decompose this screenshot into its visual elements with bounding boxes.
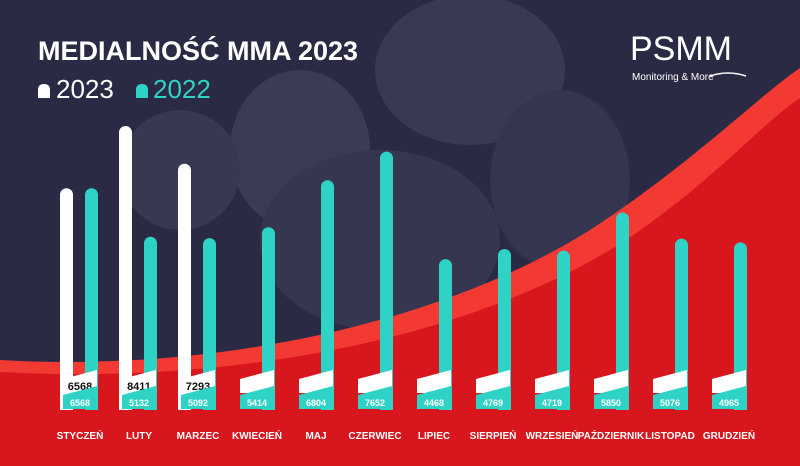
- tag-2022-10-value: 5076: [660, 398, 680, 408]
- tag-2022-2: 5092: [181, 386, 215, 409]
- tag-2022-8-value: 4719: [542, 398, 562, 408]
- tag-2022-7: 4769: [476, 386, 510, 409]
- logo-subtitle: Monitoring & More: [632, 72, 714, 83]
- tag-2022-10-shape: [653, 386, 687, 409]
- tag-2022-4-shape: [299, 386, 333, 409]
- tag-2023-2-shape: [181, 370, 215, 393]
- tag-2023-5: [358, 370, 392, 393]
- bar-2023-0: [60, 188, 73, 410]
- month-label-6: LIPIEC: [418, 431, 450, 442]
- tag-2023-3: [240, 370, 274, 393]
- tag-2023-8-shape: [535, 370, 569, 393]
- bar-2022-2: [203, 238, 216, 410]
- month-label-7: SIERPIEŃ: [470, 429, 517, 442]
- tag-2022-11: 4965: [712, 386, 746, 409]
- tag-2022-9-shape: [594, 386, 628, 409]
- tag-2022-0-value: 6568: [70, 398, 90, 408]
- tag-2022-2-value: 5092: [188, 398, 208, 408]
- tag-2022-5: 7652: [358, 386, 392, 409]
- bar-2022-10: [675, 238, 688, 410]
- tag-2023-9: [594, 370, 628, 393]
- tag-2023-4-shape: [299, 370, 333, 393]
- tag-2022-3-value: 5414: [247, 398, 267, 408]
- bar-2022-4: [321, 180, 334, 410]
- tag-2023-7-shape: [476, 370, 510, 393]
- tag-2022-3: 5414: [240, 386, 274, 409]
- bar-2023-1: [119, 126, 132, 411]
- tag-2023-3-shape: [240, 370, 274, 393]
- tag-2023-10: [653, 370, 687, 393]
- tag-2022-0: 6568: [63, 386, 97, 409]
- tag-2022-6-value: 4468: [424, 398, 444, 408]
- tag-2022-6-shape: [417, 386, 451, 409]
- chart-title: MEDIALNOŚĆ MMA 2023: [38, 35, 358, 66]
- tag-2022-5-shape: [358, 386, 392, 409]
- bar-2022-5: [380, 151, 393, 411]
- month-label-8: WRZESIEŃ: [526, 429, 579, 442]
- month-labels: STYCZEŃ LUTY MARZEC KWIECIEŃ MAJ CZERWIEC LIPI…: [57, 429, 755, 442]
- tag-2023-7: [476, 370, 510, 393]
- tag-2022-11-shape: [712, 386, 746, 409]
- tag-2022-0-shape: [63, 386, 97, 409]
- month-label-9: PAŹDZIERNIK: [578, 429, 645, 442]
- legend: 2023 2022: [38, 74, 211, 104]
- tag-2023-4: [299, 370, 333, 393]
- month-label-0: STYCZEŃ: [57, 429, 104, 442]
- month-label-1: LUTY: [126, 431, 152, 442]
- tag-2022-4-value: 6804: [306, 398, 326, 408]
- tag-2023-8: [535, 370, 569, 393]
- tag-2023-5-shape: [358, 370, 392, 393]
- tag-2023-6-shape: [417, 370, 451, 393]
- month-label-3: KWIECIEŃ: [232, 429, 282, 442]
- tag-2023-9-shape: [594, 370, 628, 393]
- bar-2022-0: [85, 188, 98, 410]
- logo-swoosh-icon: [709, 72, 747, 77]
- tag-2022-8-shape: [535, 386, 569, 409]
- month-label-10: LISTOPAD: [645, 431, 695, 442]
- month-label-5: CZERWIEC: [348, 431, 401, 442]
- tag-2022-9: 5850: [594, 386, 628, 409]
- tag-2023-0-shape: [63, 370, 97, 393]
- legend-marker-2022: [136, 84, 148, 98]
- tag-2022-1: 5132: [122, 386, 156, 409]
- tag-2022-6: 4468: [417, 386, 451, 409]
- month-label-11: GRUDZIEŃ: [703, 429, 755, 442]
- bar-2022-7: [498, 248, 511, 410]
- logo-text: PSMM: [630, 30, 732, 68]
- month-label-2: MARZEC: [177, 431, 220, 442]
- bar-2022-9: [616, 212, 629, 410]
- bar-2022-8: [557, 250, 570, 410]
- tag-2023-11-shape: [712, 370, 746, 393]
- tag-2022-1-shape: [122, 386, 156, 409]
- tag-2022-2-shape: [181, 386, 215, 409]
- tag-2022-7-shape: [476, 386, 510, 409]
- bar-2023-2: [178, 163, 191, 410]
- legend-label-2023: 2023: [56, 74, 114, 104]
- bar-2022-1: [144, 236, 157, 410]
- psmm-logo: PSMM Monitoring & More: [630, 30, 747, 83]
- bar-2022-3: [262, 227, 275, 410]
- tag-2022-1-value: 5132: [129, 398, 149, 408]
- tag-2022-10: 5076: [653, 386, 687, 409]
- bar-2022-11: [734, 242, 747, 410]
- tag-2022-11-value: 4965: [719, 398, 739, 408]
- legend-label-2022: 2022: [153, 74, 211, 104]
- month-label-4: MAJ: [305, 431, 326, 442]
- tag-2023-6: [417, 370, 451, 393]
- tag-2022-4: 6804: [299, 386, 333, 409]
- tag-2023-11: [712, 370, 746, 393]
- tag-2022-5-value: 7652: [365, 398, 385, 408]
- tag-2023-1-shape: [122, 370, 156, 393]
- tag-2022-9-value: 5850: [601, 398, 621, 408]
- tag-2022-7-value: 4769: [483, 398, 503, 408]
- tag-2022-8: 4719: [535, 386, 569, 409]
- tag-2022-3-shape: [240, 386, 274, 409]
- legend-marker-2023: [38, 84, 50, 98]
- tag-2023-10-shape: [653, 370, 687, 393]
